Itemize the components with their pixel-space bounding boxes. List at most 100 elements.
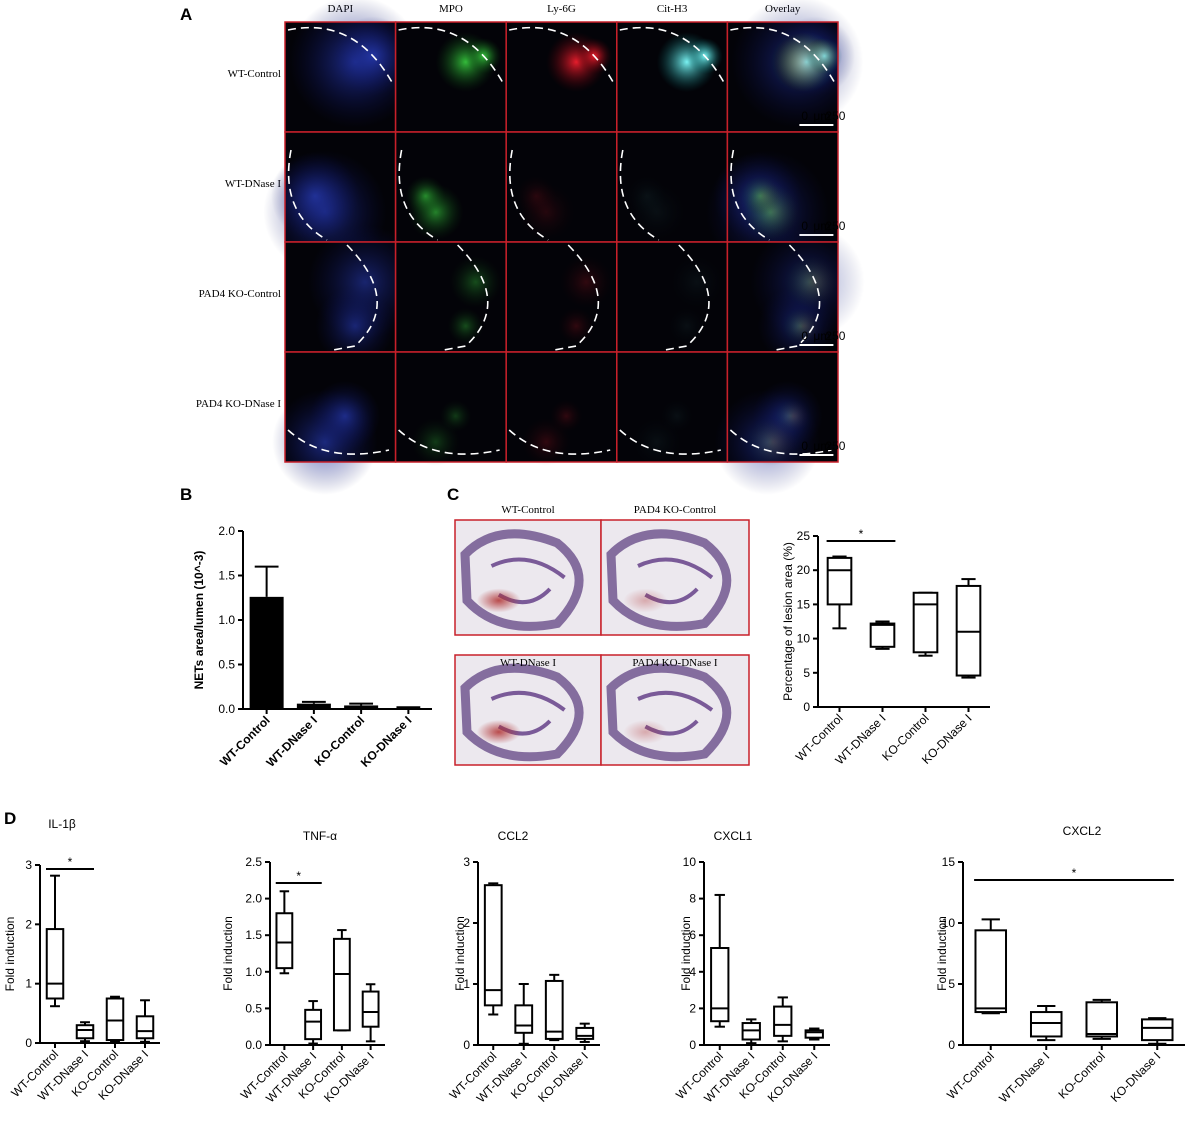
- stain: [522, 418, 571, 466]
- bar: [391, 708, 426, 709]
- y-tick-label: 8: [689, 892, 696, 906]
- stain: [309, 380, 381, 452]
- box: [75, 1024, 95, 1040]
- scale-text: 250: [825, 439, 845, 453]
- lesion-outline: [775, 244, 821, 351]
- chart-title: CXCL2: [1063, 824, 1102, 838]
- y-tick-label: 0: [689, 1038, 696, 1052]
- column-label: Ly-6G: [547, 3, 576, 15]
- scale-text: 0: [801, 329, 808, 343]
- lesion-outline: [332, 244, 378, 351]
- stain: [560, 256, 613, 308]
- y-tick-label: 15: [942, 855, 956, 869]
- box: [105, 997, 125, 1042]
- lesion-outline: [509, 149, 549, 241]
- image-label: PAD4 KO-Control: [634, 504, 716, 516]
- stain: [780, 400, 813, 432]
- box: [1085, 1001, 1119, 1038]
- scale-text: 250: [825, 329, 845, 343]
- y-tick-label: 2: [463, 916, 470, 930]
- stain: [449, 256, 502, 308]
- image-label: WT-DNase I: [500, 657, 556, 669]
- y-tick-label: 0.0: [245, 1038, 262, 1052]
- y-axis-label: Fold induction: [453, 916, 467, 991]
- box: [1029, 1011, 1063, 1038]
- image-label: PAD4 KO-DNase I: [632, 657, 717, 669]
- lesion-outline: [443, 244, 489, 351]
- plaque: [623, 720, 668, 744]
- box: [869, 622, 896, 648]
- y-tick-label: 0.5: [245, 1001, 262, 1015]
- scale-text: 0: [801, 109, 808, 123]
- stain: [670, 256, 723, 308]
- box: [514, 1004, 534, 1034]
- column-label: Cit-H3: [657, 3, 688, 15]
- column-label: MPO: [439, 3, 463, 15]
- y-tick-label: 10: [942, 916, 956, 930]
- y-tick-label: 1.5: [245, 928, 262, 942]
- histology-border: [600, 519, 750, 636]
- y-axis-label: Fold induction: [935, 916, 949, 991]
- y-tick-label: 10: [797, 632, 811, 646]
- box: [361, 990, 380, 1028]
- micrograph: [616, 351, 729, 466]
- significance-label: *: [296, 869, 301, 883]
- micrograph: [394, 351, 507, 466]
- stain: [632, 418, 681, 466]
- stain: [550, 400, 583, 432]
- panel-label: C: [447, 485, 459, 504]
- bar: [296, 703, 331, 709]
- stain: [411, 418, 460, 466]
- y-tick-label: 3: [463, 855, 470, 869]
- micrograph: [505, 21, 618, 133]
- box: [544, 979, 564, 1040]
- chart-title: CCL2: [498, 829, 529, 843]
- scale-text: 0: [801, 439, 808, 453]
- tissue: [460, 663, 584, 762]
- micrograph: [505, 241, 618, 353]
- row-label: PAD4 KO-DNase I: [196, 398, 281, 410]
- x-tick-label: KO-DNase I: [358, 713, 415, 770]
- micrograph: [284, 0, 421, 133]
- lesion-outline: [554, 244, 599, 351]
- lesion-outline: [398, 429, 500, 455]
- y-tick-label: 1.0: [218, 613, 235, 627]
- stain: [516, 176, 557, 216]
- box: [912, 591, 939, 654]
- row-label: WT-DNase I: [225, 178, 281, 190]
- chart-title: CXCL1: [714, 829, 753, 843]
- x-tick-label: WT-DNase I: [996, 1049, 1052, 1105]
- micrograph: [272, 351, 397, 495]
- y-axis-label: Percentage of lesion area (%): [781, 542, 795, 701]
- panel-label: B: [180, 485, 192, 504]
- box: [955, 584, 982, 677]
- lesion-outline: [287, 429, 390, 455]
- scale-text: μm: [813, 109, 830, 123]
- tissue: [606, 663, 732, 762]
- lesion-outline: [619, 429, 721, 455]
- box: [974, 929, 1008, 1014]
- y-tick-label: 2.0: [245, 892, 262, 906]
- tissue: [460, 529, 584, 631]
- stain: [668, 308, 705, 344]
- plaque: [623, 588, 668, 613]
- histology-border: [600, 654, 750, 766]
- y-tick-label: 4: [689, 965, 696, 979]
- lesion-outline: [509, 26, 615, 85]
- box: [826, 556, 853, 606]
- bar: [249, 596, 284, 709]
- stain: [271, 152, 359, 240]
- panel-label: A: [180, 5, 192, 24]
- histology-image: [600, 519, 750, 636]
- image-label: WT-Control: [501, 504, 554, 516]
- y-tick-label: 5: [948, 977, 955, 991]
- micrograph: [616, 241, 729, 353]
- y-tick-label: 0: [948, 1038, 955, 1052]
- lesion-outline: [730, 149, 770, 241]
- x-tick-label: KO-DNase I: [1108, 1049, 1164, 1105]
